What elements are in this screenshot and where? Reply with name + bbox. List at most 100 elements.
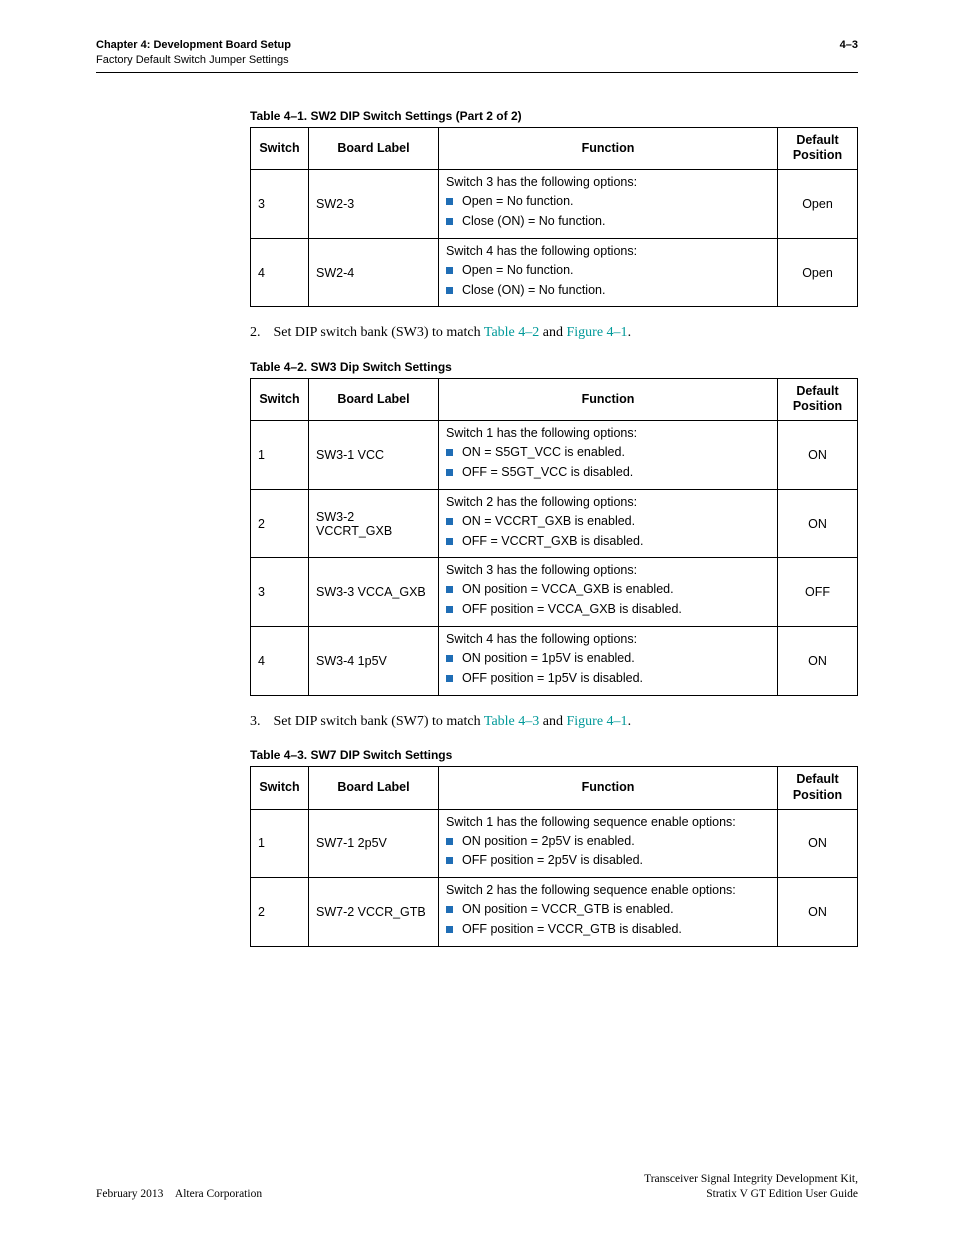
- default-position-cell: ON: [778, 878, 858, 947]
- function-option: ON position = 1p5V is enabled.: [446, 650, 770, 667]
- table1-header-row: Switch Board Label Function Default Posi…: [251, 127, 858, 169]
- function-intro: Switch 3 has the following options:: [446, 563, 770, 577]
- function-option: OFF position = VCCR_GTB is disabled.: [446, 921, 770, 938]
- table2: Switch Board Label Function Default Posi…: [250, 378, 858, 696]
- function-option: OFF = VCCRT_GXB is disabled.: [446, 533, 770, 550]
- page: Chapter 4: Development Board Setup Facto…: [0, 0, 954, 1235]
- step2-link2[interactable]: Figure 4–1: [567, 325, 628, 340]
- function-intro: Switch 1 has the following sequence enab…: [446, 815, 770, 829]
- footer-left: February 2013 Altera Corporation: [96, 1187, 262, 1203]
- step2-mid: and: [539, 325, 566, 340]
- function-list: ON position = VCCA_GXB is enabled.OFF po…: [446, 581, 770, 618]
- table-row: 1SW3-1 VCC Switch 1 has the following opt…: [251, 420, 858, 489]
- function-cell: Switch 2 has the following sequence enab…: [439, 878, 778, 947]
- table1-h3: Function: [439, 127, 778, 169]
- step2-num: 2.: [250, 323, 270, 343]
- switch-cell: 2: [251, 878, 309, 947]
- function-intro: Switch 4 has the following options:: [446, 632, 770, 646]
- function-intro: Switch 1 has the following options:: [446, 426, 770, 440]
- function-list: ON position = VCCR_GTB is enabled. OFF po…: [446, 901, 770, 938]
- switch-cell: 3: [251, 169, 309, 238]
- function-cell: Switch 4 has the following options:Open …: [439, 238, 778, 307]
- header-left: Chapter 4: Development Board Setup Facto…: [96, 38, 291, 68]
- header-rule: [96, 72, 858, 73]
- step3-mid: and: [539, 714, 566, 729]
- table2-h4: Default Position: [778, 378, 858, 420]
- board-label-cell: SW2-4: [309, 238, 439, 307]
- function-list: ON = VCCRT_GXB is enabled. OFF = VCCRT_GX…: [446, 513, 770, 550]
- table3-h4: Default Position: [778, 767, 858, 809]
- switch-cell: 3: [251, 558, 309, 627]
- function-intro: Switch 3 has the following options:: [446, 175, 770, 189]
- function-cell: Switch 2 has the following options:ON = …: [439, 489, 778, 558]
- switch-cell: 4: [251, 238, 309, 307]
- step3-post: .: [628, 714, 632, 729]
- step-2: 2. Set DIP switch bank (SW3) to match Ta…: [250, 323, 858, 343]
- function-option: ON position = 2p5V is enabled.: [446, 833, 770, 850]
- table-row: 4SW3-4 1p5VSwitch 4 has the following op…: [251, 627, 858, 696]
- table-row: 2SW3-2 VCCRT_GXBSwitch 2 has the followi…: [251, 489, 858, 558]
- function-intro: Switch 2 has the following sequence enab…: [446, 883, 770, 897]
- page-header: Chapter 4: Development Board Setup Facto…: [96, 38, 858, 68]
- function-option: ON = S5GT_VCC is enabled.: [446, 444, 770, 461]
- function-option: OFF position = VCCA_GXB is disabled.: [446, 601, 770, 618]
- board-label-cell: SW3-1 VCC: [309, 420, 439, 489]
- step-3: 3. Set DIP switch bank (SW7) to match Ta…: [250, 712, 858, 732]
- function-option: OFF = S5GT_VCC is disabled.: [446, 464, 770, 481]
- board-label-cell: SW3-2 VCCRT_GXB: [309, 489, 439, 558]
- table1-h4: Default Position: [778, 127, 858, 169]
- function-option: Open = No function.: [446, 262, 770, 279]
- content: Table 4–1. SW2 DIP Switch Settings (Part…: [250, 109, 858, 947]
- table3-h3: Function: [439, 767, 778, 809]
- function-option: OFF position = 1p5V is disabled.: [446, 670, 770, 687]
- table1-h1: Switch: [251, 127, 309, 169]
- board-label-cell: SW3-4 1p5V: [309, 627, 439, 696]
- page-footer: February 2013 Altera Corporation Transce…: [96, 1172, 858, 1203]
- table-row: 4SW2-4Switch 4 has the following options…: [251, 238, 858, 307]
- function-option: Open = No function.: [446, 193, 770, 210]
- switch-cell: 1: [251, 809, 309, 878]
- function-option: Close (ON) = No function.: [446, 213, 770, 230]
- step3-pre: Set DIP switch bank (SW7) to match: [274, 714, 484, 729]
- table3-caption: Table 4–3. SW7 DIP Switch Settings: [250, 748, 858, 762]
- table-row: 1SW7-1 2p5V Switch 1 has the following se…: [251, 809, 858, 878]
- default-position-cell: ON: [778, 489, 858, 558]
- step2-post: .: [628, 325, 632, 340]
- board-label-cell: SW7-1 2p5V: [309, 809, 439, 878]
- header-section: Factory Default Switch Jumper Settings: [96, 53, 291, 68]
- board-label-cell: SW2-3: [309, 169, 439, 238]
- function-option: ON = VCCRT_GXB is enabled.: [446, 513, 770, 530]
- default-position-cell: Open: [778, 169, 858, 238]
- table1: Switch Board Label Function Default Posi…: [250, 127, 858, 308]
- table3: Switch Board Label Function Default Posi…: [250, 766, 858, 947]
- footer-right: Transceiver Signal Integrity Development…: [644, 1172, 858, 1203]
- table2-h2: Board Label: [309, 378, 439, 420]
- table2-h3: Function: [439, 378, 778, 420]
- function-list: Open = No function. Close (ON) = No funct…: [446, 193, 770, 230]
- function-list: ON = S5GT_VCC is enabled. OFF = S5GT_VCC …: [446, 444, 770, 481]
- table2-h1: Switch: [251, 378, 309, 420]
- step2-link1[interactable]: Table 4–2: [484, 325, 539, 340]
- table-row: 3SW2-3Switch 3 has the following options…: [251, 169, 858, 238]
- step3-link2[interactable]: Figure 4–1: [567, 714, 628, 729]
- function-cell: Switch 3 has the following options: Open …: [439, 169, 778, 238]
- default-position-cell: ON: [778, 627, 858, 696]
- board-label-cell: SW3-3 VCCA_GXB: [309, 558, 439, 627]
- function-cell: Switch 3 has the following options: ON po…: [439, 558, 778, 627]
- default-position-cell: ON: [778, 420, 858, 489]
- function-list: ON position = 2p5V is enabled. OFF positi…: [446, 833, 770, 870]
- table3-h2: Board Label: [309, 767, 439, 809]
- header-chapter: Chapter 4: Development Board Setup: [96, 38, 291, 53]
- function-option: OFF position = 2p5V is disabled.: [446, 852, 770, 869]
- footer-right-1: Transceiver Signal Integrity Development…: [644, 1172, 858, 1188]
- board-label-cell: SW7-2 VCCR_GTB: [309, 878, 439, 947]
- switch-cell: 4: [251, 627, 309, 696]
- default-position-cell: ON: [778, 809, 858, 878]
- switch-cell: 1: [251, 420, 309, 489]
- function-cell: Switch 4 has the following options: ON po…: [439, 627, 778, 696]
- table-row: 3SW3-3 VCCA_GXBSwitch 3 has the followin…: [251, 558, 858, 627]
- function-option: ON position = VCCR_GTB is enabled.: [446, 901, 770, 918]
- table1-caption: Table 4–1. SW2 DIP Switch Settings (Part…: [250, 109, 858, 123]
- step3-link1[interactable]: Table 4–3: [484, 714, 539, 729]
- footer-right-2: Stratix V GT Edition User Guide: [644, 1187, 858, 1203]
